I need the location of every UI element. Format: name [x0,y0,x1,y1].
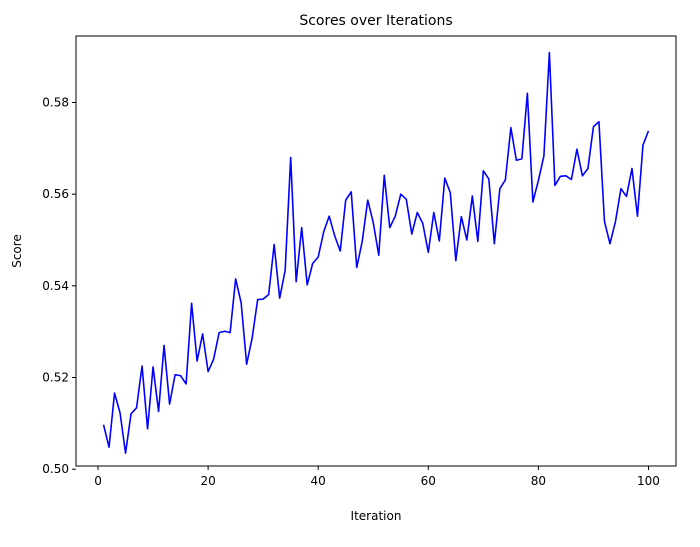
x-axis: 0 20 40 60 80 100 [94,466,660,488]
y-axis-label: Score [10,234,24,268]
x-tick-label: 60 [421,474,436,488]
y-tick-label: 0.56 [42,187,69,201]
y-tick-label: 0.52 [42,371,69,385]
x-tick-label: 40 [311,474,326,488]
x-tick-label: 100 [637,474,660,488]
y-axis: 0.50 0.52 0.54 0.56 0.58 [42,95,76,476]
x-tick-label: 0 [94,474,102,488]
y-tick-label: 0.58 [42,95,69,109]
y-tick-label: 0.50 [42,462,69,476]
series-line [102,51,650,454]
x-axis-label: Iteration [351,509,402,523]
x-tick-label: 20 [200,474,215,488]
chart-title: Scores over Iterations [299,13,452,29]
plot-area-frame [75,35,677,467]
x-tick-label: 80 [531,474,546,488]
y-tick-label: 0.54 [42,279,69,293]
